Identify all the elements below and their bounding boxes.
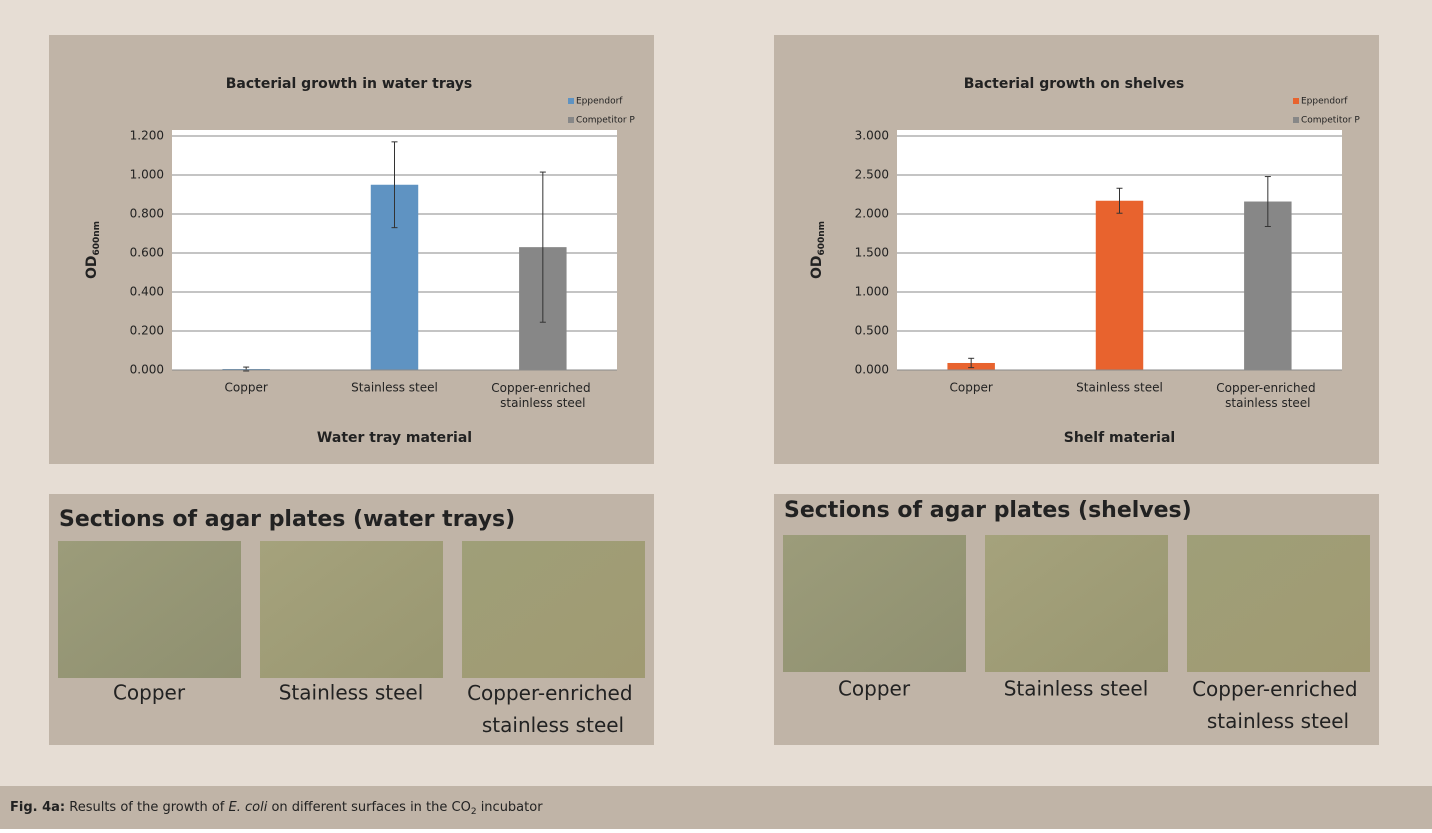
y-tick-label: 0.400 xyxy=(130,285,164,299)
photo-caption: Stainless steel xyxy=(279,681,424,705)
chart-title: Bacterial growth in water trays xyxy=(226,76,473,92)
caption-text: on different surfaces in the CO xyxy=(267,800,471,815)
y-tick-label: 1.000 xyxy=(855,285,889,299)
caption-italic: E. coli xyxy=(229,800,268,815)
photo-caption: Stainless steel xyxy=(1004,677,1149,701)
y-tick-label: 0.800 xyxy=(130,207,164,221)
legend-label: Competitor P xyxy=(1301,116,1360,126)
y-axis-label-sub: 600nm xyxy=(92,221,102,256)
y-tick-label: 0.500 xyxy=(855,324,889,338)
agar-photo xyxy=(1187,535,1370,672)
panel-title: Sections of agar plates (shelves) xyxy=(784,498,1192,523)
legend-label: Eppendorf xyxy=(1301,97,1348,107)
label-line: Copper-enriched xyxy=(491,381,594,395)
agar-photo xyxy=(58,541,241,678)
x-tick-label: Copper xyxy=(950,381,993,395)
y-tick-label: 1.000 xyxy=(130,168,164,182)
label-line: Copper-enriched xyxy=(467,681,639,705)
label-line: Copper-enriched xyxy=(1216,381,1319,395)
agar-photo xyxy=(783,535,966,672)
label-line: stainless steel xyxy=(482,713,624,737)
label-line: Copper-enriched xyxy=(1192,677,1364,701)
legend-label: Eppendorf xyxy=(576,97,623,107)
y-tick-label: 2.500 xyxy=(855,168,889,182)
x-tick-label: Copper-enriched stainless steel xyxy=(491,381,594,410)
y-axis-label-sub: 600nm xyxy=(817,221,827,256)
figure: Fig. 4a: Results of the growth of E. col… xyxy=(0,0,1432,829)
label-line: stainless steel xyxy=(1207,709,1349,733)
label-line: stainless steel xyxy=(500,396,585,410)
y-axis-label-main: OD xyxy=(84,256,100,280)
caption-text: Results of the growth of xyxy=(65,800,228,815)
legend-swatch xyxy=(1293,98,1299,104)
photo-caption: Copper xyxy=(838,677,911,701)
y-tick-label: 0.000 xyxy=(855,363,889,377)
x-tick-label: Copper xyxy=(225,381,268,395)
label-line: stainless steel xyxy=(1225,396,1310,410)
y-tick-label: 1.500 xyxy=(855,246,889,260)
y-tick-label: 3.000 xyxy=(855,129,889,143)
chart-title: Bacterial growth on shelves xyxy=(964,76,1184,92)
legend-swatch xyxy=(1293,117,1299,123)
y-axis-label-main: OD xyxy=(809,256,825,280)
y-tick-label: 0.000 xyxy=(130,363,164,377)
caption-text: incubator xyxy=(477,800,544,815)
x-tick-label: Copper-enriched stainless steel xyxy=(1216,381,1319,410)
bar xyxy=(1096,201,1143,370)
legend-swatch xyxy=(568,98,574,104)
x-tick-label: Stainless steel xyxy=(351,381,438,395)
panel-title: Sections of agar plates (water trays) xyxy=(59,507,515,532)
caption-label: Fig. 4a: xyxy=(10,800,65,815)
figure-caption: Fig. 4a: Results of the growth of E. col… xyxy=(10,800,543,817)
y-tick-label: 1.200 xyxy=(130,129,164,143)
legend-label: Competitor P xyxy=(576,116,635,126)
y-tick-label: 2.000 xyxy=(855,207,889,221)
agar-photo xyxy=(462,541,645,678)
photo-caption: Copper xyxy=(113,681,186,705)
agar-photo xyxy=(985,535,1168,672)
agar-photo xyxy=(260,541,443,678)
x-axis-label: Water tray material xyxy=(317,430,472,446)
x-tick-label: Stainless steel xyxy=(1076,381,1163,395)
x-axis-label: Shelf material xyxy=(1064,430,1175,446)
legend-swatch xyxy=(568,117,574,123)
y-tick-label: 0.200 xyxy=(130,324,164,338)
y-tick-label: 0.600 xyxy=(130,246,164,260)
